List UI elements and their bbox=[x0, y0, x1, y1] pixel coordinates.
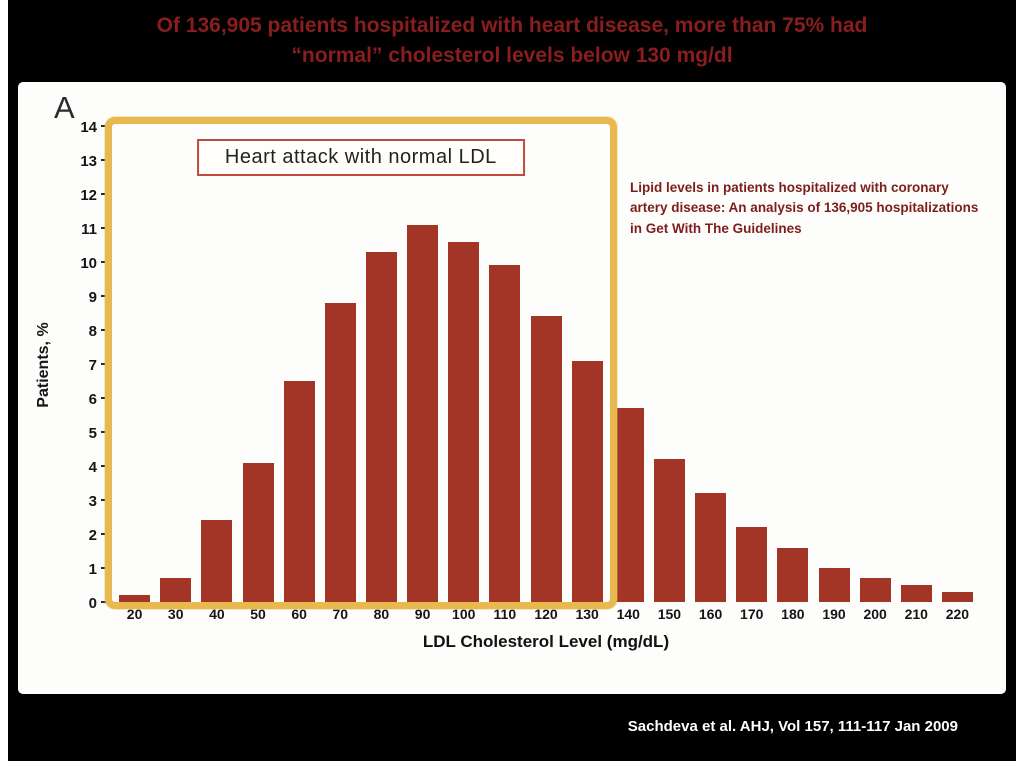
y-tick-label: 11 bbox=[81, 221, 97, 238]
slide-title: Of 136,905 patients hospitalized with he… bbox=[8, 0, 1016, 72]
bar-40 bbox=[201, 520, 233, 602]
y-tick-mark bbox=[101, 125, 108, 127]
x-tick-label: 40 bbox=[209, 606, 225, 622]
callout-box: Heart attack with normal LDL bbox=[196, 139, 525, 176]
bar-180 bbox=[777, 547, 809, 602]
y-tick-mark bbox=[101, 295, 108, 297]
y-tick-mark bbox=[101, 567, 108, 569]
x-tick-label: 180 bbox=[781, 606, 805, 622]
y-tick-mark bbox=[101, 227, 108, 229]
bar-170 bbox=[736, 527, 768, 602]
bar-100 bbox=[448, 241, 480, 602]
y-tick-mark bbox=[101, 533, 108, 535]
x-tick-label: 120 bbox=[534, 606, 558, 622]
y-tick-mark bbox=[101, 465, 108, 467]
x-tick-label: 220 bbox=[945, 606, 970, 622]
bar-160 bbox=[695, 493, 727, 602]
y-tick-label: 6 bbox=[88, 391, 97, 408]
x-tick-label: 140 bbox=[616, 606, 640, 622]
x-tick-label: 110 bbox=[493, 606, 517, 622]
x-tick-label: 130 bbox=[575, 606, 599, 622]
citation: Sachdeva et al. AHJ, Vol 157, 111-117 Ja… bbox=[627, 718, 958, 735]
callout-label: Heart attack with normal LDL bbox=[224, 146, 497, 168]
y-tick-mark bbox=[101, 159, 108, 161]
bar-120 bbox=[530, 316, 562, 602]
y-tick-label: 12 bbox=[80, 187, 97, 204]
y-axis: 0 1 2 3 4 5 6 7 8 9 10 11 12 13 14 bbox=[18, 119, 114, 612]
y-tick-label: 9 bbox=[88, 289, 97, 306]
x-tick-label: 170 bbox=[740, 606, 764, 622]
y-tick-mark bbox=[101, 499, 108, 501]
panel-label: A bbox=[54, 90, 75, 125]
x-tick-label: 50 bbox=[250, 606, 266, 622]
slide-background: Of 136,905 patients hospitalized with he… bbox=[8, 0, 1016, 761]
y-tick-label: 13 bbox=[80, 153, 97, 170]
x-tick-label: 210 bbox=[904, 606, 928, 622]
y-tick-label: 5 bbox=[88, 425, 97, 442]
highlight-rect bbox=[105, 117, 617, 609]
x-tick-label: 90 bbox=[414, 606, 431, 622]
y-tick-label: 7 bbox=[88, 357, 97, 374]
x-tick-label: 160 bbox=[698, 606, 723, 622]
y-tick-mark bbox=[101, 431, 108, 433]
y-tick-mark bbox=[101, 329, 108, 331]
y-tick-label: 1 bbox=[88, 561, 97, 578]
bar-200 bbox=[859, 578, 891, 602]
x-tick-label: 190 bbox=[822, 606, 846, 622]
x-tick-label: 20 bbox=[126, 606, 143, 622]
y-tick-label: 10 bbox=[80, 255, 97, 272]
bar-210 bbox=[900, 585, 932, 602]
y-tick-mark bbox=[101, 193, 108, 195]
x-tick-label: 100 bbox=[452, 606, 476, 622]
x-tick-label: 150 bbox=[657, 606, 682, 622]
y-tick-mark bbox=[101, 261, 108, 263]
bar-110 bbox=[489, 265, 521, 602]
slide-title-line-1: Of 136,905 patients hospitalized with he… bbox=[156, 14, 868, 37]
bar-60 bbox=[283, 381, 315, 602]
bar-90 bbox=[407, 224, 439, 602]
y-tick-mark bbox=[101, 397, 108, 399]
x-tick-label: 200 bbox=[863, 606, 887, 622]
study-annotation: Lipid levels in patients hospitalized wi… bbox=[630, 180, 979, 236]
x-axis: 20 30 40 50 60 70 80 90 100 110 120 130 140 150 160 170… bbox=[114, 606, 978, 626]
bar-190 bbox=[818, 568, 850, 602]
y-tick-label: 14 bbox=[80, 119, 97, 136]
y-tick-mark bbox=[101, 363, 108, 365]
plot-area bbox=[114, 126, 978, 602]
x-axis-title: LDL Cholesterol Level (mg/dL) bbox=[422, 632, 670, 651]
x-tick-label: 80 bbox=[373, 606, 390, 622]
bar-70 bbox=[324, 302, 356, 602]
bar-80 bbox=[365, 251, 397, 602]
x-tick-label: 60 bbox=[291, 606, 307, 622]
bar-50 bbox=[242, 462, 274, 602]
y-tick-label: 4 bbox=[88, 459, 97, 476]
y-tick-mark bbox=[101, 601, 108, 603]
x-tick-label: 30 bbox=[167, 606, 184, 622]
bar-30 bbox=[160, 578, 192, 602]
y-tick-label: 8 bbox=[88, 323, 97, 340]
y-tick-label: 0 bbox=[88, 595, 97, 612]
y-tick-label: 2 bbox=[88, 527, 97, 544]
bar-150 bbox=[653, 459, 685, 602]
x-tick-label: 70 bbox=[332, 606, 349, 622]
bar-140 bbox=[612, 408, 644, 602]
chart-panel: A Patients, % 0 1 2 3 4 5 6 7 8 9 10 11 12 13 14 20 30 4… bbox=[18, 82, 1006, 694]
chart: A Patients, % 0 1 2 3 4 5 6 7 8 9 10 11 12 13 14 20 30 4… bbox=[18, 82, 1006, 694]
slide-title-line-2: “normal” cholesterol levels below 130 mg… bbox=[291, 44, 733, 68]
y-tick-label: 3 bbox=[88, 493, 97, 510]
bar-220 bbox=[941, 591, 973, 602]
bar-130 bbox=[571, 360, 603, 602]
bar-20 bbox=[119, 595, 151, 602]
